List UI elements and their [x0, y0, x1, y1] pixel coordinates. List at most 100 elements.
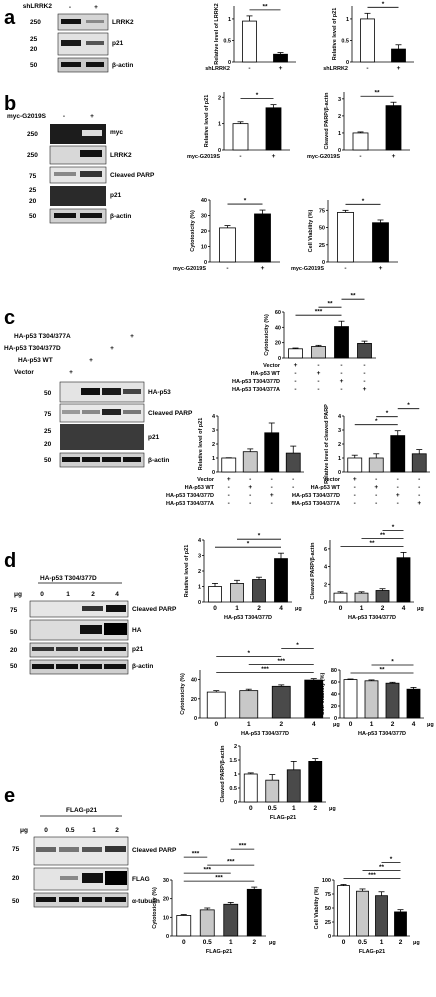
sign-cell: - [363, 378, 365, 385]
x-tick-label: - [239, 153, 241, 160]
blot-e-mw-1: 75 [12, 846, 20, 853]
y-tick-label: 0 [218, 148, 221, 154]
y-tick-label: 20 [275, 341, 281, 347]
sign-cell: - [354, 500, 356, 507]
y-tick-label: 0 [338, 148, 341, 154]
bar [246, 888, 262, 937]
blot-c-group-1: HA-p53 T304/377A [14, 333, 71, 340]
blot-b-mw-1: 250 [27, 131, 38, 138]
y-tick-label: 100 [322, 878, 331, 884]
x-tick-label: + [379, 265, 383, 272]
sig-label: * [258, 533, 261, 540]
svg-text:+: + [130, 333, 134, 340]
sign-cell: - [375, 476, 377, 483]
blot-a-treatment: shLRRK2 [23, 3, 53, 10]
sign-cell: - [271, 500, 273, 507]
y-tick-label: 2 [338, 442, 341, 448]
sig-label: * [247, 650, 250, 657]
sign-row-label: Vector [323, 477, 341, 483]
x-tick-label: 1 [235, 605, 239, 612]
bar [242, 20, 257, 63]
y-tick-label: 20 [191, 697, 197, 703]
blot-b-band-4: p21 [110, 192, 122, 199]
sign-cell: - [228, 484, 230, 491]
sign-row-label: HA-p53 T304/377D [232, 379, 280, 385]
sig-label: ** [379, 667, 385, 674]
sign-row-label: HA-p53 T304/377D [292, 493, 340, 499]
x-tick-label: 0 [342, 939, 346, 946]
chart-c3: 0 1 2 3 4 Relative level of cleaved PARP * * * Ve… [292, 402, 430, 507]
x-axis-label: HA-p53 T304/377D [224, 615, 272, 621]
x-unit: μg [427, 722, 434, 728]
sign-cell: - [249, 492, 251, 499]
bar [243, 773, 258, 803]
bar [396, 557, 411, 603]
sig-label: * [386, 410, 389, 417]
sign-cell: + [417, 500, 421, 507]
x-tick-label: - [366, 65, 368, 72]
blot-a-mw-4: 50 [30, 62, 38, 69]
y-tick-label: 2 [212, 442, 215, 448]
sign-cell: - [418, 484, 420, 491]
sign-cell: - [249, 476, 251, 483]
sign-cell: - [363, 362, 365, 369]
bar [372, 222, 389, 263]
sign-row-label: HA-p53 T304/377D [166, 493, 214, 499]
bar [394, 911, 407, 937]
blot-b-band-1: myc [110, 129, 123, 136]
sign-cell: - [418, 492, 420, 499]
y-tick-label: 3 [198, 554, 201, 560]
y-axis-label: Relative level of p21 [204, 95, 210, 148]
blot-e-title: FLAG-p21 [66, 807, 97, 814]
y-tick-label: 0 [166, 934, 169, 940]
sign-cell: - [375, 500, 377, 507]
bar [239, 690, 259, 719]
sign-cell: - [375, 492, 377, 499]
blot-d-lane-2: 1 [66, 591, 70, 598]
blot-c-mw-1: 50 [44, 390, 52, 397]
x-tick-label: + [261, 265, 265, 272]
chart-a2: 0 0.5 1 Relative level of p21 * - + shLRRK2 [323, 1, 414, 72]
chart-b4: 0 25 50 75 Cell Viability (%) * - + myc-G2019S [291, 198, 398, 272]
bar [265, 107, 282, 151]
bar [352, 132, 369, 151]
bar [223, 903, 239, 937]
sig-label: *** [227, 859, 235, 866]
sign-cell: - [354, 484, 356, 491]
sign-cell: + [227, 476, 231, 483]
blot-a-band-1: LRRK2 [112, 19, 134, 26]
chart-b1: 0 1 2 Relative level of p21 * - + myc-G2019S [187, 92, 290, 160]
x-tick-label: - [359, 153, 361, 160]
y-tick-label: 1 [198, 585, 201, 591]
sig-label: *** [368, 872, 376, 879]
sig-label: ** [374, 90, 380, 97]
sig-label: *** [315, 309, 323, 316]
y-tick-label: 0.5 [341, 38, 349, 44]
chart-b2: 0 1 2 3 Cleaved PARP/β-actin ** - + myc-G2019S [307, 90, 410, 160]
blot-c-mw-3: 25 [44, 428, 52, 435]
bar [273, 53, 288, 63]
y-tick-label: 2 [338, 114, 341, 120]
blot-b-band-3: Cleaved PARP [110, 172, 155, 179]
x-axis-label: HA-p53 T304/377D [241, 731, 289, 737]
sign-cell: - [292, 476, 294, 483]
y-tick-label: 0 [322, 260, 325, 266]
blot-a-band-2: p21 [112, 40, 124, 47]
sig-label: * [362, 198, 365, 205]
y-tick-label: 2 [218, 95, 221, 101]
y-tick-label: 60 [331, 680, 337, 686]
y-tick-label: 40 [201, 198, 207, 204]
sig-label: ** [369, 540, 375, 547]
sign-cell: - [292, 492, 294, 499]
sig-label: * [244, 198, 247, 205]
x-tick-label: 2 [257, 605, 261, 612]
panel-label-d: d [4, 550, 16, 572]
chart-d1: 0 1 2 3 4 Relative level of p21 * * 0 1 2 4 μg HA-p53… [184, 533, 302, 621]
sign-cell: - [340, 386, 342, 393]
bar [208, 586, 222, 603]
blot-e-lane-3: 1 [92, 827, 96, 834]
blot-e-lane-2: 0.5 [65, 827, 74, 834]
bar [274, 558, 288, 603]
